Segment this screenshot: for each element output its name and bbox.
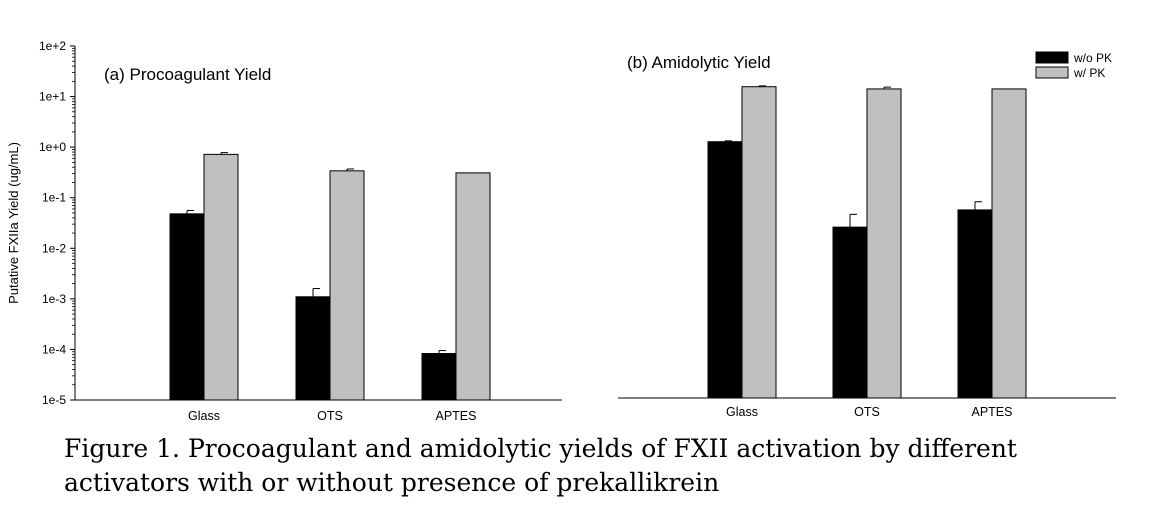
- x-tick-label: OTS: [854, 405, 880, 419]
- x-tick-label: Glass: [726, 405, 758, 419]
- y-tick-label: 1e-4: [42, 342, 66, 356]
- bar-without_pk-aptes: [957, 209, 993, 399]
- figure-caption: Figure 1. Procoagulant and amidolytic yi…: [64, 434, 1017, 497]
- y-tick-label: 1e+0: [39, 140, 66, 154]
- legend-label: w/ PK: [1073, 66, 1105, 80]
- figure-charts: 1e-5 1e-4 1e-3 1e-2 1e-1 1e+0 1e+1 1e+2 Putative…: [6, 39, 1116, 423]
- y-tick-label: 1e+1: [39, 90, 66, 104]
- x-tick-label: Glass: [188, 409, 220, 423]
- x-tick-label: OTS: [317, 409, 343, 423]
- panel-title: (a) Procoagulant Yield: [104, 65, 271, 84]
- legend-swatch-with_pk: [1035, 66, 1069, 79]
- bar-with_pk-aptes: [455, 172, 491, 401]
- y-tick-label: 1e-5: [42, 393, 66, 407]
- bar-without_pk-glass: [169, 213, 205, 401]
- y-tick-label: 1e-1: [42, 191, 66, 205]
- x-tick-label: APTES: [972, 405, 1013, 419]
- bar-with_pk-ots: [329, 170, 365, 401]
- bar-without_pk-ots: [832, 226, 868, 399]
- bar-with_pk-glass: [741, 86, 777, 399]
- panel-b-amidolytic: (b) Amidolytic Yield Glass OTS APTES w/o PKw…: [618, 51, 1116, 419]
- bar-with_pk-glass: [203, 153, 239, 401]
- y-tick-label: 1e+2: [39, 39, 66, 53]
- bar-without_pk-ots: [295, 296, 331, 401]
- panel-title: (b) Amidolytic Yield: [627, 53, 771, 72]
- bar-without_pk-aptes: [421, 353, 457, 401]
- y-tick-label: 1e-3: [42, 292, 66, 306]
- legend-label: w/o PK: [1073, 51, 1112, 65]
- y-axis-label: Putative FXIIa Yield (ug/mL): [6, 142, 21, 304]
- y-tick-label: 1e-2: [42, 241, 66, 255]
- x-tick-label: APTES: [436, 409, 477, 423]
- legend-swatch-without_pk: [1035, 51, 1069, 64]
- panel-a-procoagulant: 1e-5 1e-4 1e-3 1e-2 1e-1 1e+0 1e+1 1e+2 Putative…: [6, 39, 562, 423]
- bar-with_pk-aptes: [991, 88, 1027, 399]
- bar-with_pk-ots: [866, 88, 902, 399]
- bar-without_pk-glass: [707, 141, 743, 399]
